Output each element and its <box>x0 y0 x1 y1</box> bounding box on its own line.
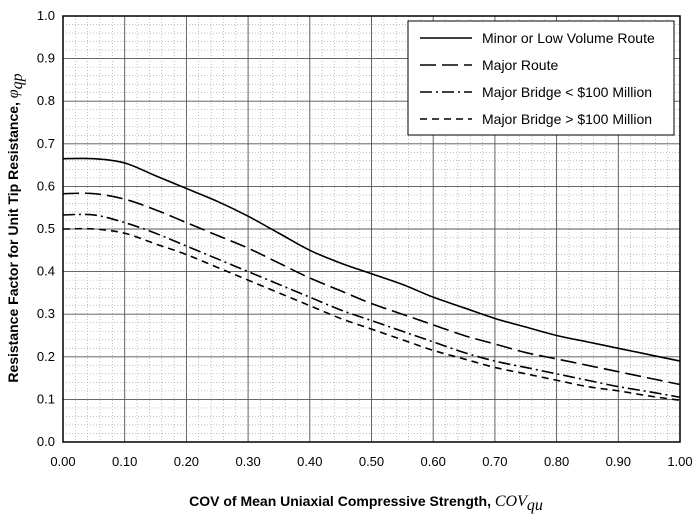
series-line-1 <box>62 157 681 362</box>
y-tick-label: 0.8 <box>37 93 55 108</box>
x-tick-label: 0.30 <box>235 454 260 469</box>
x-tick-label: 1.00 <box>667 454 692 469</box>
x-tick-labels: 0.00 0.10 0.20 0.30 0.40 0.50 0.60 0.70 0.80 0.90… <box>50 454 692 469</box>
y-axis-label-subscript: qp <box>9 73 26 89</box>
x-tick-label: 0.00 <box>50 454 75 469</box>
x-tick-label: 0.50 <box>359 454 384 469</box>
y-tick-label: 0.2 <box>37 349 55 364</box>
legend-label: Major Route <box>482 57 558 73</box>
y-tick-label: 0.3 <box>37 306 55 321</box>
y-axis-label: Resistance Factor for Unit Tip Resistanc… <box>5 73 26 382</box>
y-tick-labels: 0.0 0.1 0.2 0.3 0.4 0.5 0.6 0.7 0.8 0.9 1.0 <box>37 8 55 449</box>
legend-box <box>407 20 675 136</box>
x-tick-label: 0.20 <box>174 454 199 469</box>
y-tick-label: 0.7 <box>37 136 55 151</box>
x-tick-label: 0.60 <box>421 454 446 469</box>
y-tick-label: 0.6 <box>37 178 55 193</box>
x-tick-label: 0.40 <box>297 454 322 469</box>
series-line-2 <box>62 192 681 386</box>
legend-label: Major Bridge > $100 Million <box>482 111 652 127</box>
x-axis-label-symbol: COV <box>495 493 529 510</box>
y-tick-label: 0.0 <box>37 434 55 449</box>
y-tick-label: 0.1 <box>37 391 55 406</box>
series-layer <box>62 157 681 402</box>
x-axis-label: COV of Mean Uniaxial Compressive Strengt… <box>189 493 543 514</box>
x-tick-label: 0.70 <box>482 454 507 469</box>
y-axis-label-symbol: φ <box>5 89 22 98</box>
y-tick-label: 0.9 <box>37 51 55 66</box>
y-axis-label-text: Resistance Factor for Unit Tip Resistanc… <box>5 98 21 383</box>
series-line-3 <box>62 213 681 399</box>
y-tick-label: 0.5 <box>37 221 55 236</box>
legend-label: Major Bridge < $100 Million <box>482 84 652 100</box>
y-tick-label: 0.4 <box>37 264 55 279</box>
legend: Minor or Low Volume Route Major Route Majo… <box>407 20 675 136</box>
series-line-4 <box>62 227 681 402</box>
plot-frame <box>62 15 681 443</box>
y-tick-label: 1.0 <box>37 8 55 23</box>
x-axis-label-text: COV of Mean Uniaxial Compressive Strengt… <box>189 493 495 509</box>
x-tick-label: 0.80 <box>544 454 569 469</box>
x-tick-label: 0.90 <box>606 454 631 469</box>
legend-label: Minor or Low Volume Route <box>482 30 655 46</box>
x-axis-label-subscript: qu <box>527 497 543 514</box>
x-tick-label: 0.10 <box>112 454 137 469</box>
